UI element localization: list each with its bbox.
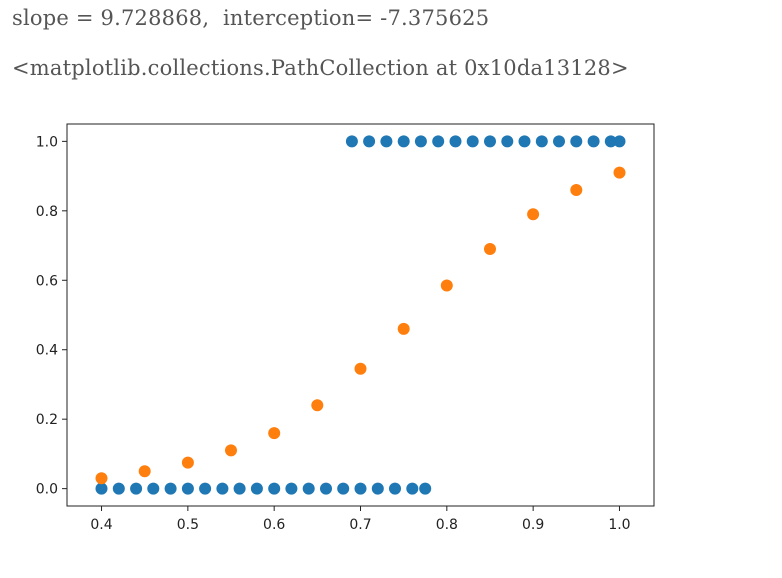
series-1-point-33 xyxy=(553,135,565,148)
x-tick-label: 0.6 xyxy=(263,517,285,533)
series-1-point-8 xyxy=(216,482,229,495)
series-1-point-36 xyxy=(604,135,617,148)
series-1-point-1 xyxy=(95,482,108,495)
series-1-point-23 xyxy=(380,135,393,148)
y-tick-label: 0.8 xyxy=(36,204,58,220)
series-1-point-27 xyxy=(449,135,462,148)
series-1-point-37 xyxy=(613,135,626,148)
series-1-point-13 xyxy=(302,482,315,495)
series-1-point-12 xyxy=(285,482,298,495)
series-1-point-25 xyxy=(414,135,427,148)
series-1-point-4 xyxy=(147,482,160,495)
series-2-point-5 xyxy=(268,427,281,440)
repr-line-pathcollection: <matplotlib.collections.PathCollection a… xyxy=(12,56,629,80)
x-tick-label: 0.9 xyxy=(522,517,544,533)
series-1-point-7 xyxy=(199,482,212,495)
series-2-point-13 xyxy=(613,166,626,179)
series-2-point-9 xyxy=(440,279,453,292)
series-1-point-18 xyxy=(389,482,401,495)
x-tick-label: 0.8 xyxy=(436,517,458,533)
series-1-point-21 xyxy=(345,135,358,148)
series-1-point-32 xyxy=(535,135,548,148)
series-1-point-19 xyxy=(406,482,419,495)
series-1-point-10 xyxy=(250,482,263,495)
series-1-point-34 xyxy=(570,135,583,148)
series-2-point-1 xyxy=(95,472,108,485)
series-1-point-29 xyxy=(484,135,496,148)
series-1-point-6 xyxy=(181,482,194,495)
series-1-point-15 xyxy=(337,482,350,495)
series-1-point-11 xyxy=(268,482,281,495)
series-1-point-14 xyxy=(320,482,332,495)
series-1-point-17 xyxy=(371,482,384,495)
series-1-point-31 xyxy=(518,135,531,148)
x-tick-label: 0.4 xyxy=(90,517,112,533)
x-tick-label: 1.0 xyxy=(608,517,630,533)
series-1-point-28 xyxy=(466,135,479,148)
series-2-point-10 xyxy=(484,243,496,255)
y-tick-label: 0.0 xyxy=(36,482,58,498)
y-tick-label: 0.4 xyxy=(36,343,58,359)
series-2-point-11 xyxy=(527,208,540,221)
series-1-point-3 xyxy=(130,482,143,495)
series-2-point-4 xyxy=(225,444,237,457)
series-1-point-22 xyxy=(363,135,376,148)
series-1-point-2 xyxy=(112,482,125,495)
y-tick-label: 0.6 xyxy=(36,273,58,289)
stdout-line-slope: slope = 9.728868, interception= -7.37562… xyxy=(12,6,490,30)
series-1-point-9 xyxy=(233,482,246,495)
series-1-point-20 xyxy=(419,482,432,495)
series-2-point-12 xyxy=(570,184,583,196)
axes-frame xyxy=(66,123,655,507)
series-2-point-3 xyxy=(181,456,194,469)
series-1-point-35 xyxy=(587,135,600,148)
series-1-point-5 xyxy=(164,482,177,495)
series-1-point-16 xyxy=(354,482,367,495)
y-tick-label: 1.0 xyxy=(36,134,58,150)
series-1-point-24 xyxy=(397,135,410,148)
y-tick-label: 0.2 xyxy=(36,412,58,428)
series-2-point-2 xyxy=(138,465,151,478)
x-tick-label: 0.7 xyxy=(349,517,371,533)
series-1-point-30 xyxy=(501,135,514,148)
series-1-point-26 xyxy=(432,135,445,148)
series-2-point-8 xyxy=(397,322,410,335)
series-2-point-7 xyxy=(354,362,367,375)
series-2-point-6 xyxy=(311,399,324,412)
x-tick-label: 0.5 xyxy=(177,517,199,533)
